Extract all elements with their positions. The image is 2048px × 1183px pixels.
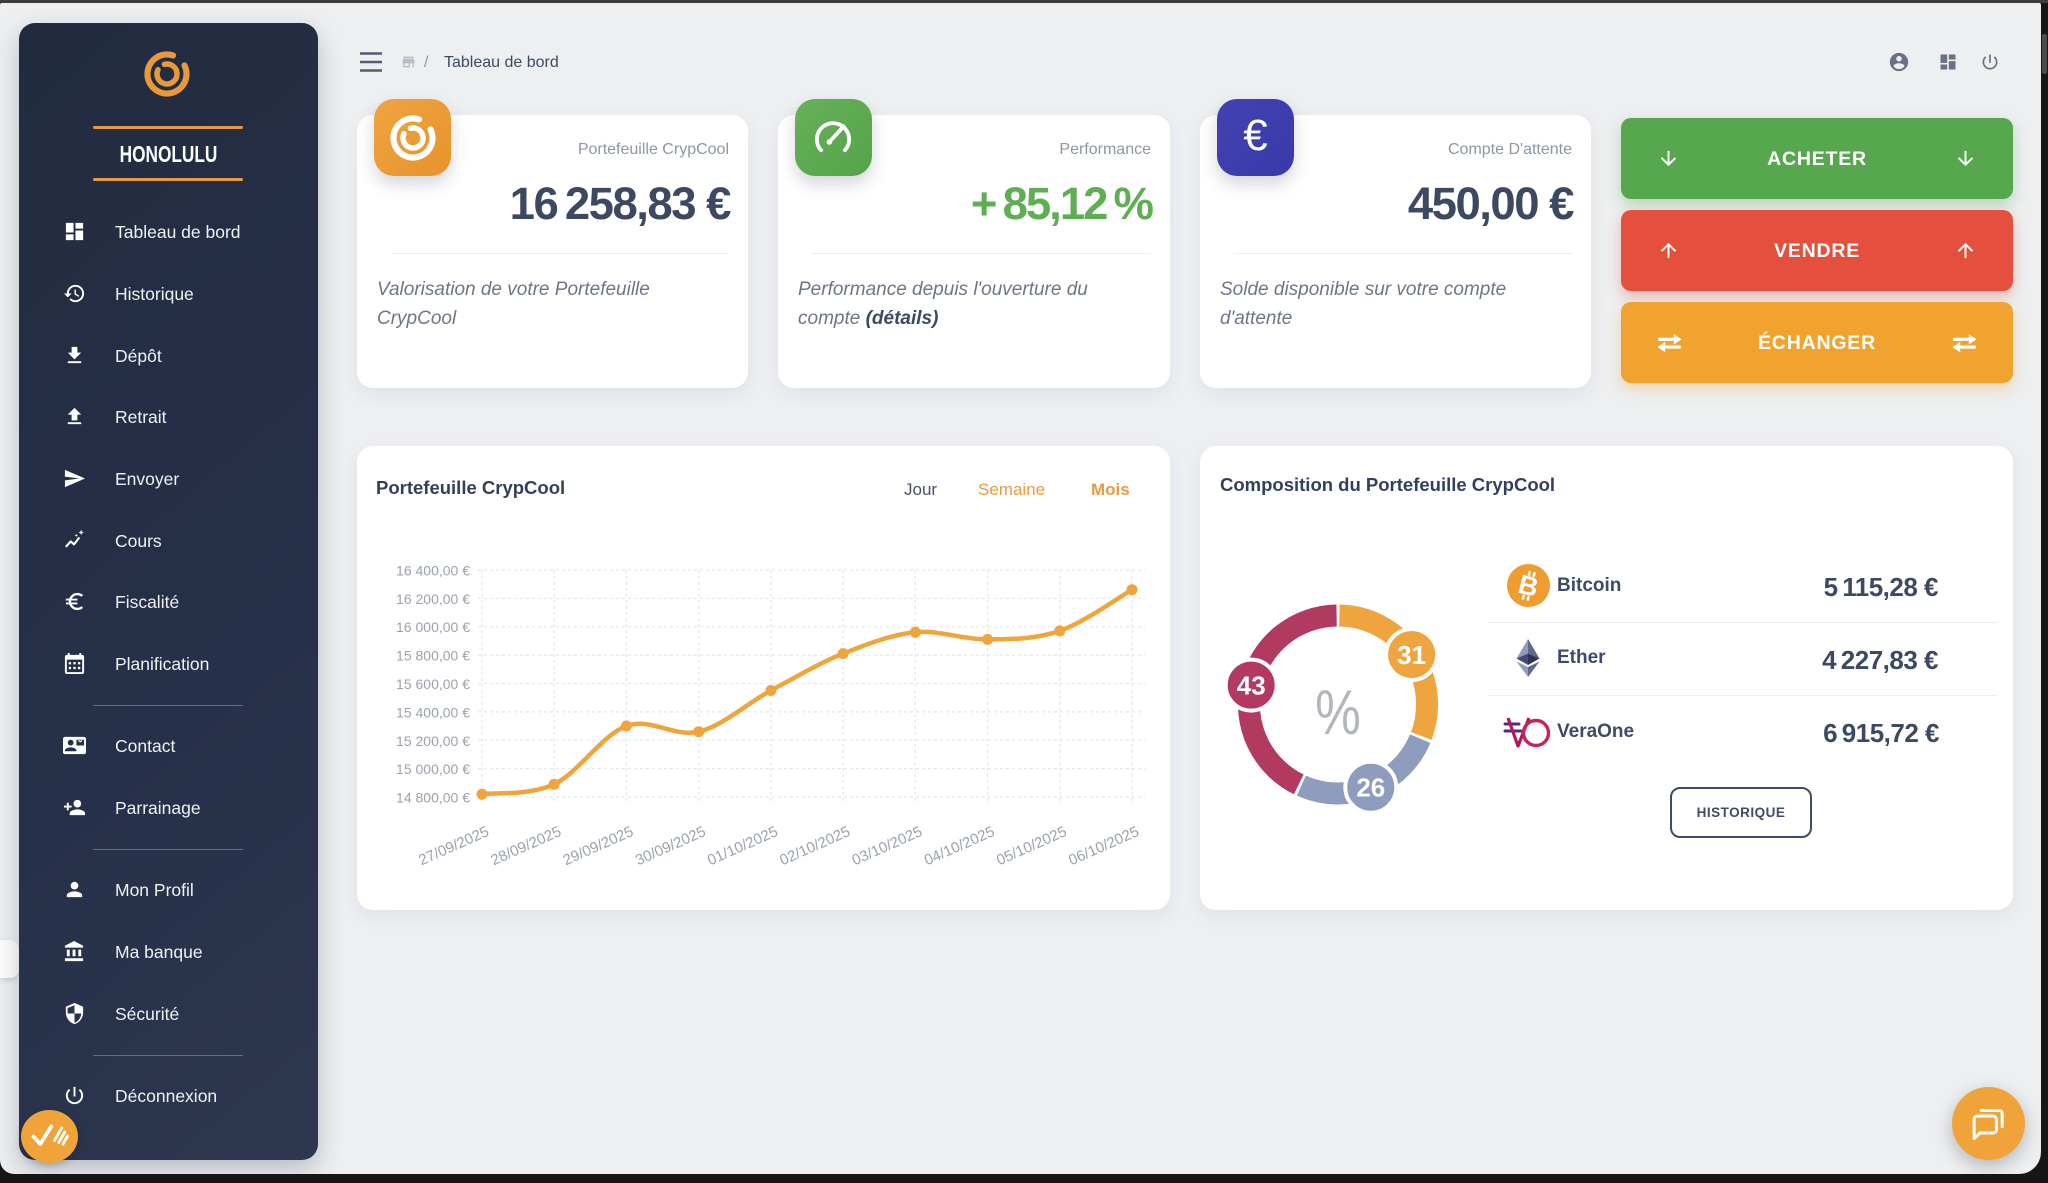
svg-text:14 800,00 €: 14 800,00 € (396, 790, 470, 806)
svg-text:15 800,00 €: 15 800,00 € (396, 648, 470, 664)
svg-text:01/10/2025: 01/10/2025 (705, 823, 781, 869)
svg-text:31: 31 (1397, 640, 1426, 670)
svg-text:29/09/2025: 29/09/2025 (561, 823, 637, 869)
svg-text:16 200,00 €: 16 200,00 € (396, 591, 470, 607)
svg-text:16 000,00 €: 16 000,00 € (396, 619, 470, 635)
svg-text:15 600,00 €: 15 600,00 € (396, 676, 470, 692)
svg-text:05/10/2025: 05/10/2025 (994, 823, 1070, 869)
svg-text:15 400,00 €: 15 400,00 € (396, 704, 470, 720)
svg-text:03/10/2025: 03/10/2025 (849, 823, 925, 869)
svg-text:26: 26 (1356, 773, 1385, 803)
svg-text:06/10/2025: 06/10/2025 (1066, 823, 1142, 869)
svg-text:27/09/2025: 27/09/2025 (416, 823, 492, 869)
svg-text:15 200,00 €: 15 200,00 € (396, 733, 470, 749)
svg-text:16 400,00 €: 16 400,00 € (396, 563, 470, 579)
svg-text:02/10/2025: 02/10/2025 (777, 823, 853, 869)
svg-text:30/09/2025: 30/09/2025 (633, 823, 709, 869)
svg-text:43: 43 (1237, 671, 1266, 701)
svg-text:04/10/2025: 04/10/2025 (922, 823, 998, 869)
svg-text:28/09/2025: 28/09/2025 (488, 823, 564, 869)
svg-text:15 000,00 €: 15 000,00 € (396, 761, 470, 777)
svg-text:%: % (1315, 678, 1361, 748)
